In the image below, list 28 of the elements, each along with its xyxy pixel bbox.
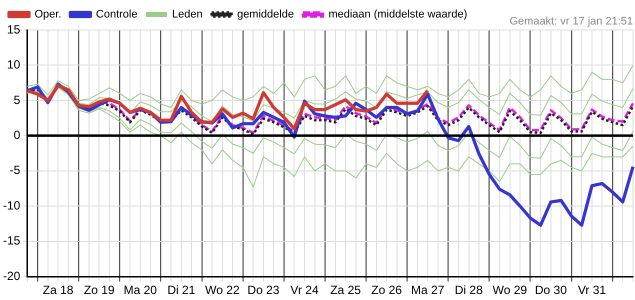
x-tick-label: Do 30 bbox=[534, 283, 568, 298]
y-tick-label: 15 bbox=[6, 22, 21, 36]
x-tick-label: Zo 19 bbox=[84, 283, 115, 298]
y-tick-label: -20 bbox=[3, 268, 21, 283]
x-tick-label: Di 28 bbox=[454, 283, 484, 298]
y-tick-label: 0 bbox=[14, 128, 21, 142]
y-tick-label: -10 bbox=[3, 198, 21, 212]
y-tick-label: 10 bbox=[6, 58, 21, 72]
y-tick-label: -15 bbox=[3, 234, 21, 248]
legend-label: Controle bbox=[96, 8, 138, 21]
text: Gemaakt: vr 17 jan 21:51 bbox=[509, 16, 633, 28]
x-tick-label: Za 25 bbox=[330, 283, 362, 298]
x-tick-label: Vr 31 bbox=[578, 283, 606, 298]
x-tick-label: Ma 20 bbox=[124, 283, 158, 298]
x-tick-label: Di 21 bbox=[167, 283, 196, 298]
x-tick-label: Wo 22 bbox=[205, 283, 240, 298]
legend-label: Oper. bbox=[34, 8, 62, 21]
x-tick-label: Za 18 bbox=[42, 283, 74, 298]
y-tick-label: -5 bbox=[10, 163, 21, 178]
x-tick-label: Ma 27 bbox=[411, 283, 445, 298]
x-tick-label: Do 23 bbox=[247, 283, 280, 298]
x-tick-label: Zo 26 bbox=[371, 283, 402, 298]
x-tick-label: Vr 24 bbox=[290, 283, 319, 298]
y-tick-label: 5 bbox=[14, 92, 21, 107]
x-tick-label: Wo 29 bbox=[492, 283, 528, 298]
legend-label: gemiddelde bbox=[237, 8, 294, 21]
legend-label: mediaan (middelste waarde) bbox=[328, 8, 468, 21]
legend-label: Leden bbox=[172, 8, 203, 21]
